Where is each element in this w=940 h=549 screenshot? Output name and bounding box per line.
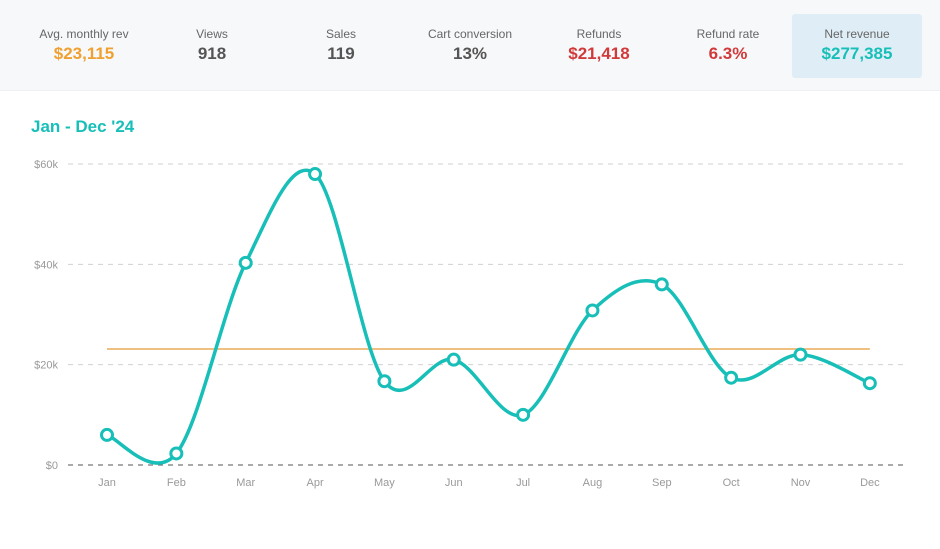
series-line (105, 168, 872, 465)
x-tick-label: Apr (306, 477, 323, 489)
data-point (169, 446, 184, 461)
kpi-avg-monthly-rev[interactable]: Avg. monthly rev $23,115 (19, 14, 149, 78)
kpi-label: Views (196, 27, 228, 41)
y-tick-label: $20k (34, 360, 58, 372)
kpi-value: $277,385 (821, 44, 893, 63)
kpi-label: Refund rate (696, 27, 760, 41)
kpi-value: 918 (197, 44, 227, 63)
kpi-views[interactable]: Views 918 (147, 14, 277, 78)
data-point (516, 407, 531, 422)
data-point (793, 347, 808, 362)
x-tick-label: Jun (445, 477, 463, 489)
kpi-bar: Avg. monthly rev $23,115 Views 918 Sales… (0, 0, 940, 91)
y-tick-label: $60k (34, 159, 58, 171)
kpi-cart-conversion[interactable]: Cart conversion 13% (405, 14, 535, 78)
kpi-refunds[interactable]: Refunds $21,418 (534, 14, 664, 78)
kpi-label: Refunds (576, 27, 622, 41)
kpi-label: Net revenue (824, 27, 890, 41)
kpi-value: 6.3% (708, 44, 748, 63)
x-tick-label: Oct (723, 477, 740, 489)
y-tick-label: $40k (34, 259, 58, 271)
x-tick-label: Mar (236, 477, 255, 489)
kpi-label: Cart conversion (427, 27, 513, 41)
data-point (308, 167, 323, 182)
chart-title: Jan - Dec '24 (31, 117, 135, 136)
data-point (724, 370, 739, 385)
data-point (654, 277, 669, 292)
x-tick-label: Feb (167, 477, 186, 489)
x-tick-label: Sep (652, 477, 672, 489)
x-tick-label: Aug (583, 477, 603, 489)
kpi-label: Avg. monthly rev (39, 27, 129, 41)
kpi-refund-rate[interactable]: Refund rate 6.3% (663, 14, 793, 78)
data-point (862, 376, 877, 391)
kpi-net-revenue[interactable]: Net revenue $277,385 (792, 14, 922, 78)
kpi-value: $21,418 (568, 44, 630, 63)
data-point (238, 255, 253, 270)
data-point (585, 303, 600, 318)
data-point (100, 427, 114, 442)
y-tick-label: $0 (46, 460, 58, 472)
x-tick-label: Nov (791, 477, 811, 489)
kpi-value: 13% (452, 44, 488, 63)
x-tick-label: Dec (860, 477, 880, 489)
kpi-label: Sales (325, 27, 357, 41)
kpi-sales[interactable]: Sales 119 (276, 14, 406, 78)
x-tick-label: Jan (98, 477, 116, 489)
data-point (377, 374, 392, 389)
kpi-value: 119 (327, 44, 355, 63)
data-point (446, 352, 461, 367)
kpi-value: $23,115 (53, 44, 115, 63)
x-tick-label: May (374, 477, 395, 489)
x-tick-label: Jul (516, 477, 530, 489)
